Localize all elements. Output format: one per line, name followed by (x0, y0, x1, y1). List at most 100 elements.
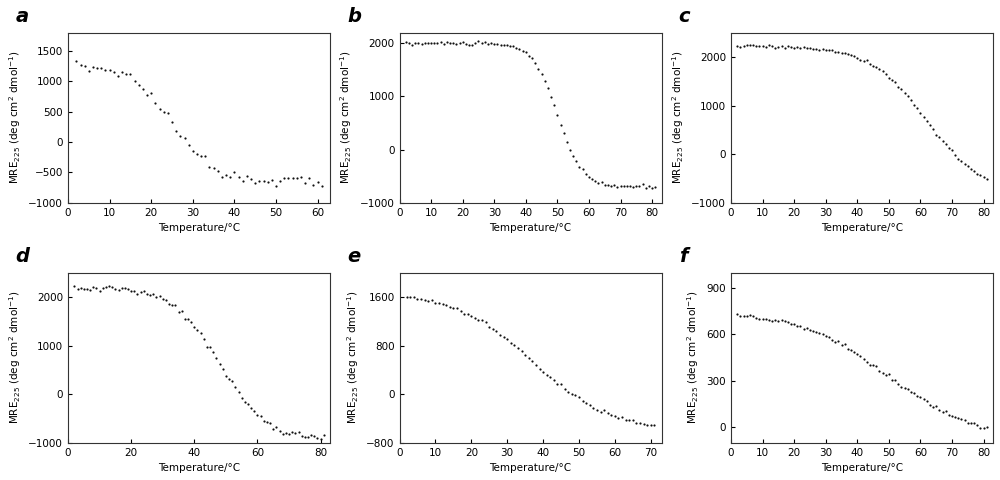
Point (774, 43, 790, 50)
Point (177, 134, 193, 142)
Point (293, 173, 309, 180)
Point (840, 50, 856, 58)
Point (285, 174, 301, 181)
Point (783, 321, 799, 328)
Point (68, 57, 84, 65)
Point (912, 109, 928, 117)
Point (537, 77, 553, 85)
Point (742, 312, 758, 319)
Point (938, 407, 954, 415)
Point (259, 419, 275, 426)
Point (578, 170, 594, 178)
Point (470, 316, 486, 324)
Point (503, 339, 519, 347)
Point (193, 152, 209, 160)
Point (625, 416, 641, 423)
Point (118, 70, 134, 77)
Y-axis label: MRE$_{225}$ (deg cm$^{2}$ dmol$^{-1}$): MRE$_{225}$ (deg cm$^{2}$ dmol$^{-1}$) (7, 51, 23, 184)
Point (837, 340, 853, 348)
Point (85, 64, 101, 72)
Point (969, 421, 985, 429)
Point (510, 344, 526, 352)
Point (830, 337, 846, 345)
Point (742, 42, 758, 49)
X-axis label: Temperature/°C: Temperature/°C (489, 223, 572, 233)
Point (628, 182, 644, 190)
Point (524, 358, 540, 365)
Point (104, 284, 120, 291)
Point (755, 42, 771, 50)
Point (442, 39, 458, 47)
Point (139, 290, 155, 298)
Point (811, 46, 827, 54)
Point (445, 305, 461, 312)
Point (916, 113, 932, 121)
Point (941, 411, 957, 419)
Point (131, 81, 147, 89)
Point (613, 182, 629, 190)
Point (287, 429, 303, 436)
Point (499, 335, 515, 343)
Point (452, 39, 468, 47)
Point (268, 423, 284, 431)
Y-axis label: MRE$_{225}$ (deg cm$^{2}$ dmol$^{-1}$): MRE$_{225}$ (deg cm$^{2}$ dmol$^{-1}$) (338, 51, 354, 184)
Point (837, 49, 853, 57)
Point (456, 310, 472, 317)
Y-axis label: MRE$_{225}$ (deg cm$^{2}$ dmol$^{-1}$): MRE$_{225}$ (deg cm$^{2}$ dmol$^{-1}$) (670, 51, 686, 184)
Point (483, 39, 499, 47)
Point (77, 62, 93, 70)
Point (316, 432, 332, 439)
Point (960, 163, 976, 170)
Point (600, 181, 616, 189)
Point (578, 399, 594, 407)
Point (553, 381, 569, 388)
Point (556, 130, 572, 137)
Point (840, 345, 856, 353)
Point (205, 348, 221, 356)
Point (183, 318, 199, 325)
Point (582, 401, 598, 408)
Point (164, 301, 180, 309)
Point (534, 70, 550, 78)
Point (127, 77, 143, 84)
Point (93, 64, 109, 72)
Point (593, 408, 609, 416)
Point (875, 369, 891, 377)
Point (799, 44, 815, 51)
Point (805, 327, 821, 335)
X-axis label: Temperature/°C: Temperature/°C (489, 463, 572, 473)
Point (414, 40, 430, 48)
Point (976, 173, 992, 180)
Point (249, 411, 265, 419)
Y-axis label: MRE$_{225}$ (deg cm$^{2}$ dmol$^{-1}$): MRE$_{225}$ (deg cm$^{2}$ dmol$^{-1}$) (345, 291, 361, 424)
Point (935, 408, 951, 416)
Point (947, 151, 963, 158)
Point (136, 287, 152, 295)
Point (846, 348, 862, 356)
Point (770, 317, 786, 325)
Point (502, 43, 518, 50)
Point (871, 367, 887, 375)
Point (158, 296, 174, 304)
Point (922, 121, 938, 129)
Point (621, 417, 637, 424)
Point (404, 41, 420, 48)
Point (969, 170, 985, 178)
Point (474, 39, 490, 47)
Point (73, 60, 89, 68)
Point (950, 414, 966, 422)
Point (226, 168, 242, 176)
Point (82, 286, 98, 294)
Point (587, 177, 603, 185)
Point (553, 120, 569, 128)
Point (481, 323, 497, 331)
Point (97, 67, 113, 74)
Point (859, 358, 875, 366)
Point (736, 42, 752, 49)
Point (584, 176, 600, 183)
Point (303, 431, 319, 439)
Point (243, 404, 259, 412)
Point (79, 286, 95, 293)
Point (528, 360, 544, 368)
Point (66, 282, 82, 289)
